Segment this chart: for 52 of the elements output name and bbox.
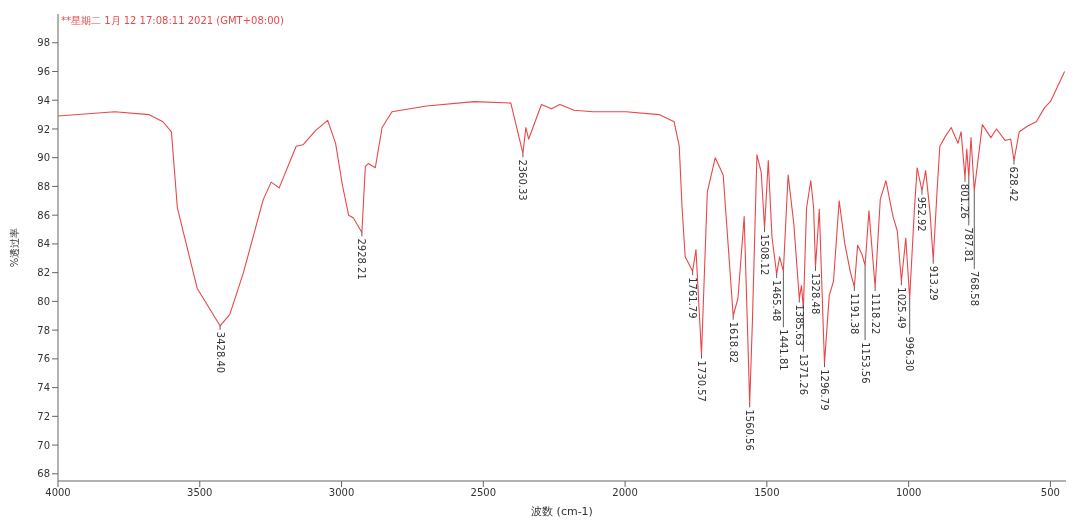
annotation: 1465.48 — [771, 280, 783, 322]
y-axis-title: %透过率 — [8, 227, 20, 268]
y-tick-label: 68 — [37, 468, 50, 480]
y-tick-label: 72 — [37, 410, 50, 422]
annotation: 787.81 — [963, 227, 975, 263]
annotation: 1618.82 — [727, 321, 739, 364]
y-tick-label: 98 — [37, 37, 50, 49]
annotation: 1371.26 — [797, 353, 809, 396]
y-tick-label: 70 — [37, 439, 50, 451]
x-axis-title: 波数 (cm-1) — [531, 505, 593, 518]
annotation: 996.30 — [904, 336, 916, 372]
annotation: 1560.56 — [744, 409, 756, 451]
x-tick-label: 1000 — [895, 487, 922, 499]
annotation: 768.58 — [968, 271, 980, 307]
annotation: 1025.49 — [895, 287, 907, 329]
x-tick-label: 500 — [1040, 487, 1060, 499]
annotation: 1328.48 — [809, 272, 821, 315]
y-tick-label: 74 — [37, 382, 50, 394]
annotation: 1385.63 — [793, 304, 805, 346]
annotation: 1730.57 — [695, 360, 707, 402]
y-tick-label: 84 — [37, 238, 50, 250]
x-tick-label: 2500 — [470, 487, 497, 499]
annotation: 628.42 — [1008, 166, 1020, 202]
y-tick-label: 90 — [37, 152, 50, 164]
annotation: 801.26 — [959, 183, 971, 219]
annotation: 1153.56 — [859, 342, 871, 384]
y-tick-label: 88 — [37, 180, 50, 192]
annotation: 2928.21 — [356, 238, 368, 280]
x-tick-label: 4000 — [45, 487, 71, 499]
y-tick-label: 76 — [37, 353, 50, 365]
x-tick-label: 3000 — [328, 487, 355, 499]
x-tick-label: 3500 — [187, 487, 213, 499]
annotation: 1118.22 — [869, 293, 881, 335]
y-tick-label: 96 — [37, 66, 50, 78]
annotation: 1761.79 — [687, 277, 699, 319]
annotation: 3428.40 — [214, 331, 226, 374]
annotation: 1191.38 — [848, 293, 860, 335]
x-tick-label: 2000 — [612, 487, 638, 499]
annotation: 952.92 — [916, 196, 928, 232]
chart-title: **星期二 1月 12 17:08:11 2021 (GMT+08:00) — [61, 15, 284, 26]
annotation: 1441.81 — [777, 329, 789, 371]
annotation: 913.29 — [927, 265, 939, 301]
annotation: 1508.12 — [759, 234, 771, 276]
x-tick-label: 1500 — [754, 487, 780, 499]
y-tick-label: 92 — [37, 123, 50, 135]
y-tick-label: 82 — [37, 267, 50, 279]
y-tick-label: 80 — [37, 295, 50, 307]
y-tick-label: 86 — [37, 209, 50, 221]
annotation: 2360.33 — [517, 159, 529, 201]
y-tick-label: 78 — [37, 324, 50, 336]
y-tick-label: 94 — [37, 94, 50, 106]
annotation: 1296.79 — [818, 369, 830, 411]
